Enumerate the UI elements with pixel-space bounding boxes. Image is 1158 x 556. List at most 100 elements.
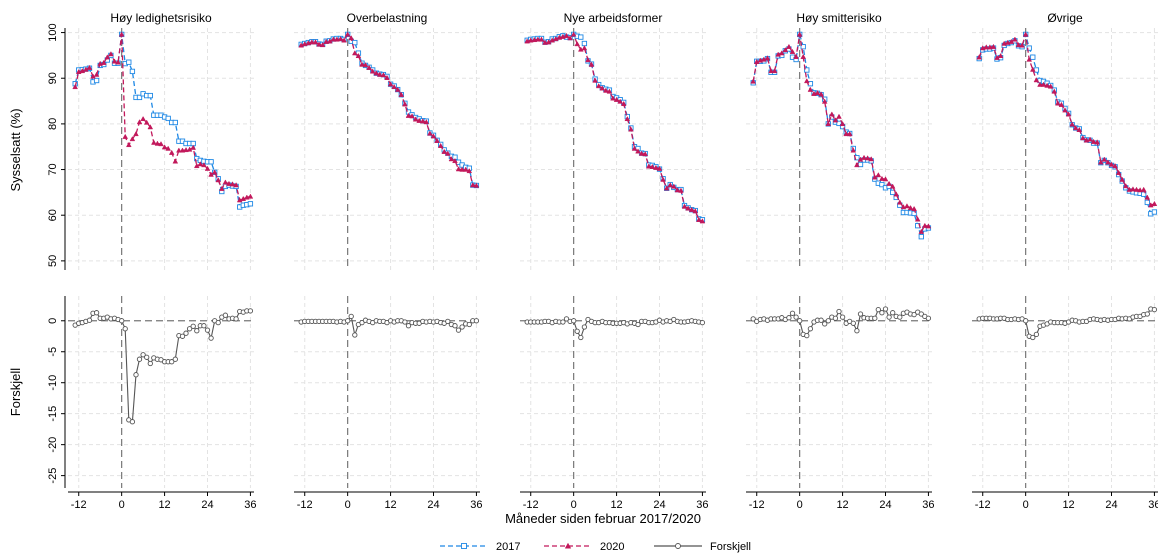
point-diff [789, 310, 796, 316]
point-2020 [319, 41, 326, 48]
point-diff [119, 318, 125, 324]
point-diff [222, 312, 229, 318]
point-2020 [100, 59, 107, 65]
x-tick-label: 24 [879, 499, 891, 511]
point-2020 [1105, 159, 1111, 165]
point-2020 [176, 147, 182, 153]
point-2020 [549, 37, 556, 43]
point-2020 [771, 68, 778, 74]
point-2020 [864, 155, 871, 161]
point-diff [839, 314, 846, 320]
point-2020 [914, 216, 921, 222]
point-2020 [312, 39, 319, 45]
point-2020 [211, 169, 218, 175]
point-2020 [581, 45, 588, 51]
point-2020 [330, 36, 337, 42]
point-2020 [793, 53, 799, 59]
point-2020 [309, 39, 315, 45]
point-2020 [796, 31, 803, 37]
point-diff [571, 318, 577, 324]
x-tick-label: -12 [71, 499, 87, 511]
point-diff [581, 324, 588, 330]
point-2017 [208, 159, 214, 165]
x-axis-title: Måneder siden februar 2017/2020 [505, 511, 701, 526]
legend-label: 2017 [496, 541, 520, 553]
point-2020 [789, 48, 796, 54]
point-2020 [814, 89, 821, 96]
x-tick-label: 12 [384, 499, 396, 511]
point-diff [875, 306, 881, 313]
y-tick-label-bottom: -5 [47, 347, 59, 357]
point-2020 [531, 36, 538, 43]
point-2020 [825, 120, 832, 127]
point-2020 [452, 157, 458, 164]
point-2020 [1047, 83, 1054, 89]
point-diff [215, 319, 221, 326]
point-diff [807, 326, 814, 332]
legend-entry: Forskjell [654, 541, 751, 553]
panel-title: Overbelastning [347, 11, 428, 25]
y-tick-label-top: 60 [47, 209, 59, 221]
point-2020 [674, 187, 681, 193]
point-2020 [448, 156, 455, 162]
point-2020 [886, 180, 892, 186]
point-2020 [108, 51, 114, 57]
point-2020 [341, 37, 347, 43]
point-2020 [168, 149, 175, 155]
point-diff [352, 332, 358, 338]
point-2020 [653, 164, 659, 170]
point-diff [818, 317, 824, 323]
point-diff [129, 419, 136, 425]
point-2020 [247, 193, 254, 199]
series-line-2020 [300, 33, 477, 187]
point-2020 [373, 70, 380, 76]
point-2020 [384, 74, 390, 80]
point-2020 [1026, 56, 1033, 62]
point-2020 [631, 145, 638, 151]
point-2020 [660, 176, 666, 182]
point-2020 [753, 58, 760, 64]
point-2020 [459, 166, 465, 172]
legend-marker [461, 543, 467, 549]
point-2020 [663, 185, 670, 191]
point-2020 [190, 144, 197, 150]
point-2020 [990, 43, 997, 49]
point-2020 [1062, 107, 1068, 113]
y-tick-label-bottom: -20 [47, 437, 59, 453]
point-2020 [699, 218, 706, 224]
point-2020 [1115, 169, 1122, 175]
point-2020 [922, 222, 928, 228]
point-diff [836, 308, 842, 315]
point-2020 [552, 36, 559, 42]
point-2020 [466, 168, 473, 174]
point-diff [750, 316, 756, 322]
point-2020 [165, 145, 171, 151]
point-2020 [72, 83, 78, 90]
point-2020 [907, 204, 914, 211]
point-diff [890, 310, 896, 316]
point-2020 [567, 35, 573, 41]
point-2020 [140, 115, 146, 122]
point-2020 [570, 31, 577, 37]
point-2017 [879, 181, 885, 188]
point-diff [825, 318, 831, 324]
y-axis-title-bottom: Forskjell [8, 368, 23, 417]
x-tick-label: 12 [836, 499, 848, 511]
point-2020 [764, 55, 771, 61]
point-2020 [387, 81, 394, 87]
point-diff [455, 327, 462, 333]
point-2020 [348, 35, 355, 41]
point-2020 [233, 182, 239, 188]
point-2020 [670, 183, 677, 189]
point-2020 [613, 96, 620, 102]
point-diff [122, 326, 128, 332]
point-diff [93, 310, 100, 316]
legend: 2017 2020 Forskjell [440, 541, 751, 553]
point-2020 [868, 156, 875, 162]
point-2020 [807, 86, 814, 92]
point-2020 [656, 165, 663, 171]
point-2020 [667, 182, 674, 188]
legend-label: 2020 [600, 541, 624, 553]
point-2020 [592, 77, 598, 83]
point-diff [172, 356, 178, 362]
